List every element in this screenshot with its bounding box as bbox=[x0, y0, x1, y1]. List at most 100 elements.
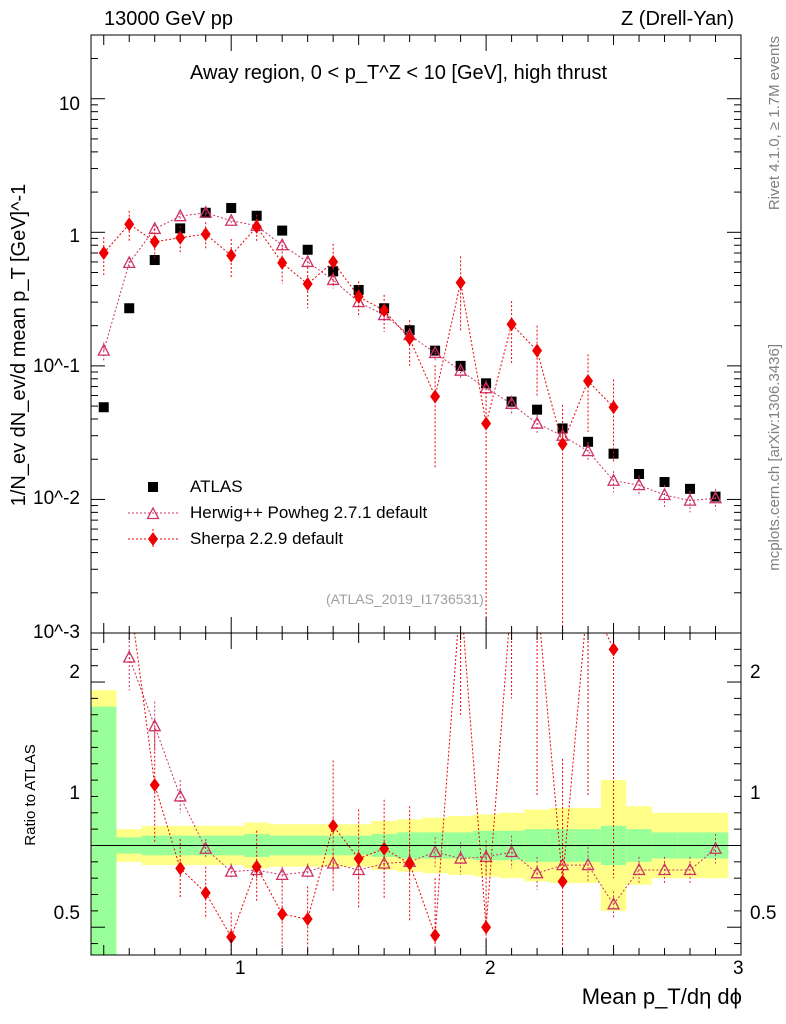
ratio-point-herwig bbox=[275, 867, 289, 881]
ratio-point-sherpa bbox=[175, 861, 186, 876]
ratio-y-tick-label: 1 bbox=[69, 783, 80, 804]
ratio-point-herwig bbox=[530, 865, 544, 879]
ratio-y-axis-label: Ratio to ATLAS bbox=[22, 744, 39, 846]
ratio-y-tick-label-right: 0.5 bbox=[750, 903, 777, 924]
data-point-sherpa bbox=[481, 416, 492, 431]
data-point-atlas bbox=[277, 225, 288, 236]
data-point-sherpa bbox=[353, 289, 364, 304]
data-point-sherpa bbox=[149, 234, 160, 249]
data-point-atlas bbox=[124, 303, 135, 314]
ratio-point-herwig bbox=[555, 857, 570, 871]
data-point-atlas bbox=[226, 203, 237, 214]
data-point-herwig bbox=[683, 493, 697, 506]
data-point-sherpa bbox=[200, 227, 211, 242]
data-point-herwig bbox=[224, 213, 238, 226]
ratio-plot-series bbox=[122, 633, 723, 955]
ratio-y-tick-label-right: 1 bbox=[750, 783, 761, 804]
main-plot-series bbox=[97, 203, 723, 633]
analysis-watermark: (ATLAS_2019_I1736531) bbox=[326, 591, 484, 607]
ratio-point-herwig bbox=[505, 844, 519, 858]
data-point-herwig bbox=[173, 208, 187, 222]
ratio-point-sherpa bbox=[328, 818, 339, 833]
legend-label-herwig: Herwig++ Powheg 2.7.1 default bbox=[190, 503, 428, 522]
data-point-herwig bbox=[275, 237, 289, 251]
data-point-atlas bbox=[98, 402, 109, 413]
data-point-atlas bbox=[175, 223, 186, 234]
plot-title-text: Away region, 0 < p_T^Z < 10 [GeV], high … bbox=[190, 62, 608, 84]
data-point-herwig bbox=[606, 473, 621, 486]
ratio-point-sherpa bbox=[481, 920, 492, 935]
data-point-sherpa bbox=[506, 317, 517, 332]
ratio-point-herwig bbox=[581, 857, 595, 871]
data-point-herwig bbox=[148, 221, 162, 235]
ratio-point-herwig bbox=[632, 862, 646, 876]
data-point-sherpa bbox=[277, 255, 288, 270]
data-point-herwig bbox=[657, 487, 672, 501]
ratio-point-herwig bbox=[148, 718, 162, 732]
ratio-frame bbox=[90, 632, 742, 956]
ratio-point-herwig bbox=[606, 896, 621, 910]
ratio-point-sherpa bbox=[149, 778, 160, 793]
y-tick-label: 1 bbox=[69, 226, 80, 247]
data-point-atlas bbox=[532, 404, 543, 415]
data-point-herwig bbox=[199, 205, 213, 218]
plot-title: Away region, 0 < p_T^Z < 10 [GeV], high … bbox=[190, 62, 607, 85]
x-tick-label: 3 bbox=[733, 958, 744, 979]
data-point-sherpa bbox=[302, 277, 313, 292]
data-point-sherpa bbox=[430, 389, 441, 404]
data-point-herwig bbox=[530, 416, 544, 429]
data-point-sherpa bbox=[175, 230, 186, 245]
ratio-point-herwig bbox=[122, 650, 136, 663]
ratio-y-tick-label: 0.5 bbox=[53, 903, 80, 924]
data-point-sherpa bbox=[379, 303, 390, 318]
rivet-version-label: Rivet 4.1.0, ≥ 1.7M events bbox=[766, 36, 783, 211]
ratio-point-herwig bbox=[326, 856, 340, 869]
ratio-point-herwig bbox=[657, 862, 672, 876]
ratio-line-sherpa bbox=[134, 633, 615, 939]
legend-marker-atlas bbox=[148, 482, 158, 492]
ratio-point-sherpa bbox=[277, 907, 288, 922]
y-tick-label: 10^-1 bbox=[33, 356, 80, 377]
data-point-sherpa bbox=[251, 219, 262, 234]
data-point-herwig bbox=[454, 363, 468, 376]
ratio-point-herwig bbox=[199, 841, 213, 854]
data-point-atlas bbox=[328, 266, 339, 277]
data-point-sherpa bbox=[583, 374, 594, 389]
y-tick-label: 10 bbox=[58, 94, 80, 115]
data-point-sherpa bbox=[226, 248, 237, 263]
ratio-y-tick-label-right: 2 bbox=[750, 662, 761, 683]
data-point-herwig bbox=[301, 254, 315, 268]
data-point-herwig bbox=[708, 490, 723, 504]
legend-markers bbox=[128, 482, 178, 549]
data-point-sherpa bbox=[557, 437, 568, 452]
x-tick-label: 2 bbox=[485, 958, 496, 979]
ratio-point-herwig bbox=[224, 864, 238, 877]
ratio-point-sherpa bbox=[302, 912, 313, 927]
ratio-point-herwig bbox=[708, 841, 723, 854]
data-point-atlas bbox=[685, 483, 696, 494]
data-point-atlas bbox=[659, 477, 670, 488]
ratio-point-herwig bbox=[301, 864, 315, 877]
ratio-point-herwig bbox=[479, 849, 493, 863]
y-tick-label: 10^-2 bbox=[33, 488, 80, 509]
data-point-sherpa bbox=[124, 217, 135, 232]
data-point-atlas bbox=[506, 396, 517, 407]
data-point-atlas bbox=[608, 448, 619, 459]
data-point-sherpa bbox=[328, 254, 339, 269]
ratio-point-herwig bbox=[683, 862, 697, 876]
data-point-sherpa bbox=[404, 331, 415, 346]
ratio-point-herwig bbox=[428, 844, 442, 858]
band-inner bbox=[91, 706, 117, 955]
y-tick-label: 10^-3 bbox=[33, 622, 80, 643]
plot-frames bbox=[90, 34, 742, 956]
legend-label-sherpa: Sherpa 2.2.9 default bbox=[190, 529, 344, 548]
legend-label-atlas: ATLAS bbox=[190, 477, 243, 496]
ratio-point-sherpa bbox=[557, 874, 568, 889]
data-point-atlas bbox=[710, 491, 721, 502]
data-point-herwig bbox=[97, 343, 111, 356]
ratio-point-herwig bbox=[173, 789, 187, 802]
legend-marker-sherpa bbox=[148, 532, 158, 546]
mcplots-label: mcplots.cern.ch [arXiv:1306.3436] bbox=[766, 344, 783, 571]
ratio-line-herwig bbox=[128, 657, 716, 906]
data-point-herwig bbox=[581, 443, 595, 457]
